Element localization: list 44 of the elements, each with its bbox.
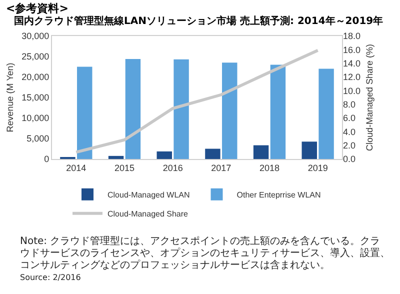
y-tick-label: 30,000 [22, 31, 50, 42]
legend-label: Cloud-Managed Share [108, 210, 189, 219]
y2-tick-label: 14.0 [343, 58, 361, 68]
x-tick-label: 2016 [162, 162, 183, 173]
y2-tick-label: 18.0 [343, 31, 361, 42]
y2-tick-label: 16.0 [343, 44, 361, 55]
y2-tick-label: 4.0 [343, 126, 356, 137]
y2-tick-label: 8.0 [343, 99, 356, 110]
bar [222, 62, 238, 159]
legend-label: Cloud-Managed WLAN [108, 190, 190, 200]
y-axis-title: Revenue (M Yen) [5, 62, 16, 132]
legend-label: Other Enteprrise WLAN [236, 190, 321, 200]
bar [302, 142, 317, 159]
y-tick-label: 10,000 [22, 113, 50, 124]
y-tick-label: 20,000 [22, 72, 50, 82]
x-tick-label: 2018 [259, 162, 280, 173]
line-series [74, 48, 320, 154]
y-tick-label: 5,000 [26, 134, 50, 144]
x-tick-label: 2015 [114, 162, 135, 173]
y2-tick-label: 12.0 [343, 72, 361, 82]
x-tick-label: 2017 [211, 162, 232, 173]
y2-tick-label: 6.0 [343, 113, 356, 124]
x-tick-label: 2014 [66, 162, 86, 173]
bar [318, 68, 334, 159]
y2-tick-label: 10.0 [343, 86, 361, 96]
y-tick-label: 25,000 [22, 52, 50, 62]
bar [108, 156, 124, 159]
bar [156, 151, 172, 159]
bar [270, 64, 286, 159]
bar [174, 59, 189, 159]
y-tick-label: 15,000 [22, 92, 50, 103]
bar [125, 58, 141, 159]
source-note: Source: 2/2016 [20, 273, 82, 282]
text: Note: クラウド管理型には、アクセスポイントの売上額のみを含んでいる。クラウドサービスのライセンスや、オプションのセキュリティサービス、導入、設置、コンサルティングなどのプロフェッショナルサービスは含まれない。 [20, 236, 390, 272]
chart-subtitle: 国内クラウド管理型無線LANソリューション市場 売上額予測: 2014年～2019年 [14, 16, 384, 28]
chart-title: <参考資料> [6, 2, 70, 15]
x-tick-label: 2019 [308, 162, 328, 173]
bar [205, 148, 220, 159]
y2-axis-title: Cloud-Managed Share (%) [364, 44, 374, 152]
y-tick-label: 0 [44, 154, 50, 164]
y2-tick-label: 2.0 [343, 140, 356, 150]
bar [77, 66, 92, 159]
bar [253, 145, 269, 159]
y2-tick-label: 0.0 [343, 154, 356, 164]
